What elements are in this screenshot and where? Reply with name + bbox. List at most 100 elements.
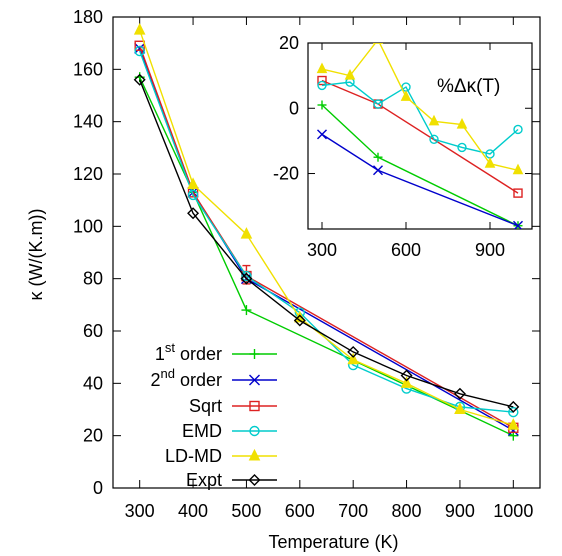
inset-series-first-point — [373, 152, 383, 162]
x-tick-label: 600 — [285, 501, 315, 521]
series-expt-point — [133, 73, 146, 86]
series-emd-point — [134, 45, 145, 57]
inset-x-tick-label: 300 — [307, 240, 337, 260]
inset-x-tick-label: 900 — [475, 240, 505, 260]
x-tick-label: 800 — [392, 501, 422, 521]
legend-label-second: 2nd order — [150, 366, 222, 390]
inset-series-sqrt-point — [317, 75, 327, 86]
series-ldmd — [133, 22, 520, 430]
inset-series-second-point — [317, 129, 327, 140]
x-tick-label: 900 — [445, 501, 475, 521]
y-axis-title: κ (W/(K.m)) — [26, 209, 46, 301]
series-ldmd-line — [139, 29, 514, 426]
legend-marker-emd — [249, 425, 260, 437]
legend-entry-emd: EMD — [182, 421, 277, 441]
legend-entry-sqrt: Sqrt — [189, 396, 277, 416]
series-expt-point — [507, 400, 520, 413]
series-expt-point — [293, 314, 306, 327]
inset-frame — [307, 42, 533, 230]
series-second-point — [134, 42, 146, 54]
x-tick-label: 300 — [125, 501, 155, 521]
y-tick-label: 120 — [73, 164, 103, 184]
series-ldmd-point — [240, 227, 253, 239]
series-ldmd-point — [454, 402, 466, 414]
inset-series-second-point — [513, 220, 523, 229]
legend-entry-second: 2nd order — [150, 366, 277, 390]
legend-entry-expt: Expt — [186, 470, 277, 490]
inset-plot: -20 0 20 300 600 900 %Δκ(T) — [273, 33, 533, 260]
series-emd-point — [508, 406, 519, 418]
legend-marker-ldmd — [248, 448, 261, 461]
inset-series-ldmd-point — [344, 69, 356, 80]
legend-entry-first: 1st order — [155, 340, 277, 364]
x-tick-label: 700 — [338, 501, 368, 521]
inset-series-sqrt-point — [513, 188, 523, 198]
series-expt-line — [139, 79, 514, 408]
inset-series-ldmd-point — [316, 62, 328, 74]
series-emd-point — [241, 270, 252, 282]
inset-series-ldmd-line — [321, 43, 519, 171]
x-tick-label: 1000 — [493, 501, 533, 521]
inset-series-second — [317, 129, 523, 229]
series-sqrt-line — [139, 45, 514, 429]
inset-y-tick-label: 0 — [289, 98, 299, 118]
y-tick-label: 180 — [73, 7, 103, 27]
y-tick-label: 100 — [73, 216, 103, 236]
inset-series-ldmd-point — [372, 43, 384, 44]
inset-series-ldmd-point — [428, 114, 440, 126]
series-expt-point — [240, 272, 253, 285]
x-tick-label: 400 — [178, 501, 208, 521]
y-tick-label: 40 — [83, 373, 103, 393]
series-expt-point — [347, 345, 360, 358]
inset-series-ldmd-point — [400, 90, 412, 101]
legend-marker-second — [249, 374, 260, 386]
inset-x-tick-label: 600 — [391, 240, 421, 260]
legend-marker-expt — [248, 474, 261, 486]
inset-y-tick-label: -20 — [273, 164, 299, 184]
legend-entry-ldmd: LD-MD — [165, 446, 277, 466]
series-first-line — [139, 76, 514, 437]
legend-label-emd: EMD — [182, 421, 222, 441]
inset-series-second-point — [373, 165, 383, 176]
inset-series-emd-point — [317, 80, 327, 91]
inset-series-ldmd-point — [456, 117, 468, 129]
series-sqrt-point — [134, 40, 145, 51]
y-tick-label: 140 — [73, 112, 103, 132]
y-tick-label: 20 — [83, 426, 103, 446]
series-ldmd-point — [133, 22, 146, 35]
inset-series-emd-point — [429, 134, 439, 144]
inset-series-emd-point — [373, 99, 383, 109]
y-tick-label: 60 — [83, 321, 103, 341]
legend-label-ldmd: LD-MD — [165, 446, 222, 466]
legend-label-expt: Expt — [186, 470, 222, 490]
inset-series-emd — [317, 77, 523, 159]
inset-series-emd-line — [321, 81, 519, 155]
series-first-point — [241, 305, 252, 316]
y-tick-label: 80 — [83, 269, 103, 289]
series-ldmd-point — [187, 177, 199, 189]
inset-y-tick-label: 20 — [279, 33, 299, 53]
inset-annotation: %Δκ(T) — [437, 76, 500, 97]
y-tick-label: 0 — [93, 478, 103, 498]
series-emd-point — [187, 189, 199, 201]
inset-series-group — [316, 43, 524, 229]
inset-series-emd-point — [457, 142, 467, 153]
inset-series-ldmd-point — [512, 163, 524, 175]
legend-label-sqrt: Sqrt — [189, 396, 222, 416]
series-expt-point — [400, 369, 413, 382]
inset-series-first-point — [317, 100, 327, 110]
series-expt-point — [187, 207, 200, 220]
inset-series-ldmd — [316, 43, 524, 175]
legend-label-first: 1st order — [155, 340, 222, 364]
series-expt — [133, 73, 520, 413]
series-ldmd-point — [400, 376, 413, 388]
inset-series-ldmd-point — [484, 157, 496, 168]
y-tick-label: 160 — [73, 59, 103, 79]
series-expt-point — [453, 387, 466, 400]
legend-marker-sqrt — [249, 400, 260, 412]
main-plot-frame — [112, 16, 541, 489]
x-axis-title: Temperature (K) — [268, 532, 398, 552]
